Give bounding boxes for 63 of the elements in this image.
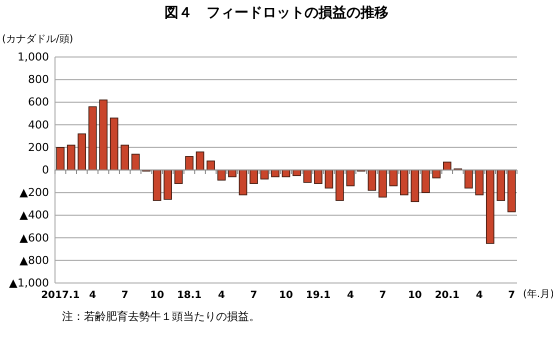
bar <box>174 170 183 184</box>
bar <box>378 170 387 198</box>
x-tick-label: 7 <box>121 290 128 302</box>
bar <box>131 154 140 170</box>
x-tick-label: 7 <box>379 290 386 302</box>
bar <box>443 162 452 170</box>
y-tick-label: 800 <box>28 73 49 86</box>
bar <box>185 156 194 170</box>
x-tick-label: 2017.1 <box>41 290 80 302</box>
chart-title: 図４ フィードロットの損益の推移 <box>164 5 388 21</box>
bar <box>110 118 118 170</box>
x-tick-label: 10 <box>408 290 422 302</box>
x-tick-label: 4 <box>89 290 96 302</box>
bar <box>336 170 344 201</box>
bar <box>152 170 162 201</box>
bar <box>486 170 494 244</box>
bar <box>314 170 322 184</box>
x-tick-label: 4 <box>476 290 483 302</box>
x-axis-title: (年.月) <box>523 288 553 300</box>
y-tick-label: ▲600 <box>20 231 49 244</box>
bar <box>99 100 108 170</box>
y-tick-label: 200 <box>28 140 49 154</box>
y-tick-label: 0 <box>42 164 49 177</box>
bar <box>389 170 398 186</box>
bar <box>464 170 473 188</box>
text: 注：若齢肥育去勢牛１頭当たりの損益。 <box>62 310 260 323</box>
bar <box>120 144 129 170</box>
bar <box>238 170 248 196</box>
y-axis-title: (カナダドル/頭) <box>2 33 74 45</box>
bar <box>88 106 97 170</box>
bar <box>206 160 215 170</box>
x-tick-label: 7 <box>250 290 258 302</box>
y-tick-label: 400 <box>28 118 49 132</box>
bar <box>250 170 258 184</box>
y-tick-label: ▲800 <box>20 254 49 267</box>
x-tick-label: 18.1 <box>176 290 202 302</box>
bar <box>164 170 172 200</box>
x-tick-label: 7 <box>508 290 516 302</box>
x-tick-label: 19.1 <box>306 290 331 302</box>
y-tick-label: 600 <box>28 96 49 109</box>
bar <box>196 152 204 170</box>
x-tick-label: 4 <box>346 290 354 302</box>
bar <box>303 170 312 183</box>
bar <box>422 170 430 193</box>
bar <box>324 170 334 188</box>
bar <box>475 170 484 196</box>
bar <box>66 144 76 170</box>
y-tick-label: 1,000 <box>18 50 49 64</box>
bar <box>507 170 516 212</box>
bar <box>56 147 65 170</box>
y-tick-label: ▲1,000 <box>9 276 49 290</box>
bar <box>400 170 408 196</box>
bar <box>78 133 86 170</box>
x-tick-label: 10 <box>279 290 293 302</box>
x-tick-label: 20.1 <box>434 290 460 302</box>
x-tick-label: 4 <box>218 290 226 302</box>
bar <box>410 170 420 202</box>
y-tick-label: ▲200 <box>20 186 49 200</box>
y-tick-label: ▲400 <box>20 208 49 222</box>
bar <box>496 170 506 201</box>
bar <box>368 170 376 191</box>
bar <box>346 170 355 186</box>
x-tick-label: 10 <box>150 290 164 302</box>
